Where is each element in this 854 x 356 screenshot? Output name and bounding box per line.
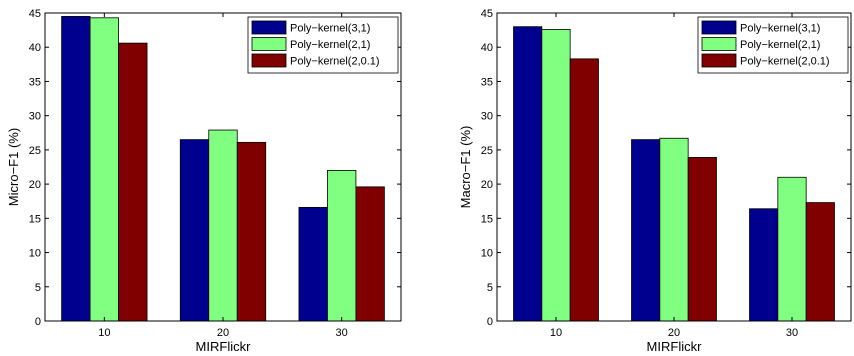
legend-swatch: [701, 37, 737, 51]
legend-label: Poly−kernel(3,1): [740, 23, 820, 35]
y-tick-label: 0: [35, 316, 41, 328]
y-tick-label: 5: [35, 282, 41, 294]
x-axis-label: MIRFlickr: [647, 339, 703, 354]
legend-swatch: [251, 53, 287, 68]
bar-3-1: [569, 58, 599, 322]
bar-2-3: [327, 170, 357, 322]
y-tick-label: 30: [481, 111, 493, 123]
y-tick-label: 25: [29, 145, 41, 157]
y-tick-label: 45: [481, 8, 493, 20]
y-axis-label: Macro−F1 (%): [458, 126, 473, 209]
x-axis-label: MIRFlickr: [196, 339, 252, 354]
x-tick-label: 10: [98, 327, 110, 339]
x-tick-label: 20: [217, 327, 229, 339]
y-tick-label: 20: [29, 179, 41, 191]
bar-1-2: [631, 139, 661, 322]
y-axis-label: Micro−F1 (%): [6, 128, 21, 206]
legend: Poly−kernel(3,1) Poly−kernel(2,1) Poly−ker…: [697, 16, 849, 74]
bar-3-3: [355, 186, 385, 322]
legend-swatch: [701, 20, 737, 35]
bar-3-2: [687, 157, 717, 322]
legend-swatch: [251, 37, 287, 51]
bar-1-1: [513, 26, 543, 322]
chart-1: 0 5 10 15 20 25 30 35 40 45 10 20 30 MIRFlickr Micro−F…: [6, 8, 402, 354]
bar-2-3: [777, 176, 807, 322]
legend-label: Poly−kernel(2,0.1): [740, 56, 830, 68]
bar-3-1: [118, 42, 148, 322]
bar-2-1: [89, 17, 119, 322]
bar-1-3: [749, 208, 779, 322]
y-tick-label: 35: [481, 76, 493, 88]
bar-3-2: [236, 141, 267, 322]
bar-2-2: [208, 129, 238, 322]
bar-1-1: [61, 16, 91, 322]
legend-label: Poly−kernel(2,0.1): [290, 56, 380, 68]
x-tick-label: 20: [668, 327, 680, 339]
y-tick-label: 45: [29, 8, 41, 20]
y-tick-label: 5: [487, 282, 493, 294]
y-tick-label: 30: [29, 111, 41, 123]
y-tick-label: 35: [29, 76, 41, 88]
chart-2: 0 5 10 15 20 25 30 35 40 45 10 20 30 MIRFlickr Macro−F…: [458, 8, 852, 354]
y-tick-label: 20: [481, 179, 493, 191]
legend-swatch: [251, 20, 287, 35]
bar-2-1: [541, 29, 571, 322]
y-tick-label: 10: [29, 248, 41, 260]
y-tick-label: 15: [481, 213, 493, 225]
bar-1-2: [179, 139, 210, 322]
x-tick-label: 30: [336, 327, 348, 339]
y-tick-label: 10: [481, 248, 493, 260]
legend: Poly−kernel(3,1) Poly−kernel(2,1) Poly−ker…: [247, 16, 399, 74]
legend-swatch: [701, 53, 737, 68]
x-tick-label: 10: [550, 327, 562, 339]
y-tick-label: 0: [487, 316, 493, 328]
y-tick-label: 25: [481, 145, 493, 157]
bar-3-3: [805, 202, 835, 322]
x-tick-label: 30: [786, 327, 798, 339]
y-tick-label: 40: [481, 42, 493, 54]
legend-label: Poly−kernel(2,1): [290, 39, 370, 51]
y-tick-label: 40: [29, 42, 41, 54]
legend-label: Poly−kernel(2,1): [740, 39, 820, 51]
legend-label: Poly−kernel(3,1): [290, 23, 370, 35]
bar-1-3: [298, 206, 328, 322]
bar-2-2: [659, 137, 689, 322]
y-tick-label: 15: [29, 213, 41, 225]
